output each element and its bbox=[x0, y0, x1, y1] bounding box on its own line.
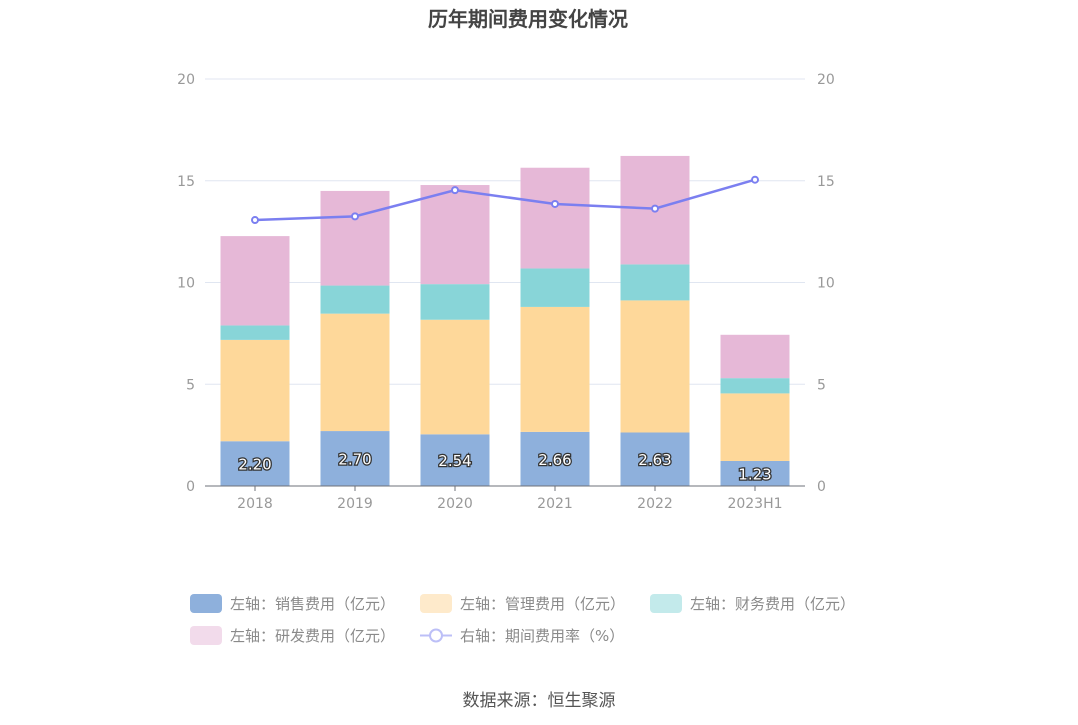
legend-item-sales[interactable]: 左轴：销售费用（亿元） bbox=[190, 593, 395, 614]
legend-swatch bbox=[650, 594, 682, 613]
line-legend-icon bbox=[420, 628, 452, 643]
line-point bbox=[651, 204, 659, 213]
bar-segment bbox=[720, 334, 790, 379]
data-label: 1.23 bbox=[738, 465, 771, 483]
legend-label: 右轴：期间费用率（%） bbox=[460, 627, 625, 645]
legend-label: 左轴：研发费用（亿元） bbox=[230, 627, 396, 645]
left-tick-label: 10 bbox=[177, 276, 195, 292]
bar-segment bbox=[420, 185, 490, 285]
legend-swatch bbox=[190, 594, 222, 613]
legend-swatch bbox=[190, 626, 222, 645]
legend-item-admin[interactable]: 左轴：管理费用（亿元） bbox=[420, 593, 625, 614]
chart-title: 历年期间费用变化情况 bbox=[428, 7, 628, 31]
bar-segment bbox=[220, 441, 290, 486]
bar-segment bbox=[320, 313, 390, 432]
right-tick-label: 0 bbox=[817, 479, 826, 495]
x-tick-label: 2019 bbox=[337, 496, 373, 512]
bar-segment bbox=[420, 434, 490, 486]
right-tick-label: 10 bbox=[817, 276, 835, 292]
bar-segment bbox=[720, 393, 790, 461]
legend-item-rd[interactable]: 左轴：研发费用（亿元） bbox=[190, 625, 395, 646]
bar-segment bbox=[620, 264, 690, 301]
right-tick-label: 15 bbox=[817, 174, 835, 190]
x-tick-label: 2021 bbox=[537, 496, 573, 512]
bar-segment bbox=[320, 431, 390, 486]
chart: 历年期间费用变化情况 0 5 10 15 20 0 5 10 15 20 2018 2.20 2019 2… bbox=[177, 7, 835, 512]
data-source: 数据来源：恒生聚源 bbox=[462, 691, 616, 711]
line-series bbox=[254, 178, 756, 222]
bar-segment bbox=[720, 378, 790, 394]
line-point bbox=[351, 212, 359, 221]
bar-segment bbox=[220, 325, 290, 340]
right-tick-label: 5 bbox=[817, 377, 826, 393]
x-tick-label: 2020 bbox=[437, 496, 473, 512]
left-tick-label: 20 bbox=[177, 72, 195, 88]
line-point bbox=[751, 175, 759, 184]
bar-segment bbox=[320, 190, 390, 286]
legend-label: 左轴：财务费用（亿元） bbox=[690, 595, 856, 613]
legend-item-finance[interactable]: 左轴：财务费用（亿元） bbox=[650, 593, 855, 614]
bar-segment bbox=[520, 268, 590, 307]
bar-segment bbox=[620, 300, 690, 433]
data-label: 2.20 bbox=[238, 456, 271, 474]
x-tick-label: 2018 bbox=[237, 496, 273, 512]
line-point bbox=[251, 216, 259, 225]
legend-item-expense-rate[interactable]: 右轴：期间费用率（%） bbox=[420, 625, 624, 646]
legend-label: 左轴：管理费用（亿元） bbox=[460, 595, 626, 613]
x-tick-label: 2023H1 bbox=[727, 496, 782, 512]
bar-segment bbox=[720, 460, 790, 486]
bar-segment bbox=[520, 431, 590, 486]
line-point bbox=[451, 186, 459, 195]
bar-segment bbox=[220, 236, 290, 326]
legend-swatch bbox=[420, 594, 452, 613]
data-label: 2.63 bbox=[638, 451, 671, 469]
left-tick-label: 5 bbox=[186, 377, 195, 393]
x-tick-label: 2022 bbox=[637, 496, 673, 512]
bar-segment bbox=[420, 284, 490, 320]
bar-segment bbox=[520, 167, 590, 269]
bar-segment bbox=[320, 285, 390, 314]
bar-segment bbox=[420, 319, 490, 435]
bar-segment bbox=[520, 306, 590, 432]
data-label: 2.70 bbox=[338, 451, 371, 469]
bar-segment bbox=[620, 432, 690, 486]
left-tick-label: 15 bbox=[177, 174, 195, 190]
line-point bbox=[551, 199, 559, 208]
data-label: 2.54 bbox=[438, 452, 471, 470]
legend-label: 左轴：销售费用（亿元） bbox=[230, 595, 396, 613]
left-tick-label: 0 bbox=[186, 479, 195, 495]
data-label: 2.66 bbox=[538, 451, 571, 469]
right-tick-label: 20 bbox=[817, 72, 835, 88]
bar-segment bbox=[220, 339, 290, 442]
